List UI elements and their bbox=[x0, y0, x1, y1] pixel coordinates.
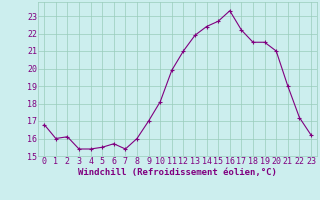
X-axis label: Windchill (Refroidissement éolien,°C): Windchill (Refroidissement éolien,°C) bbox=[78, 168, 277, 177]
